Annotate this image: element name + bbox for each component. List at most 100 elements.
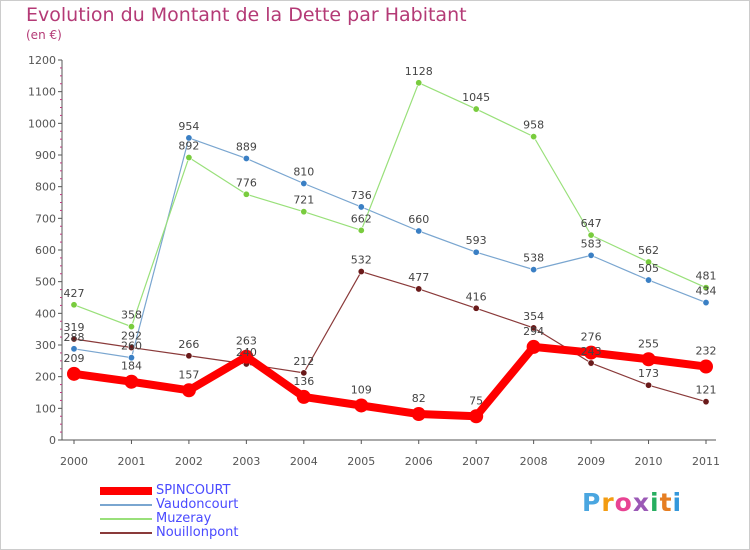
data-point-vaudoncourt (357, 203, 365, 211)
data-point-nouillonpont (472, 304, 480, 312)
y-tick-label: 800 (35, 181, 56, 194)
y-tick-label: 1100 (28, 86, 56, 99)
data-label: 647 (581, 217, 602, 230)
data-point-muzeray (242, 190, 250, 198)
data-label: 212 (293, 355, 314, 368)
y-tick-label: 900 (35, 149, 56, 162)
data-label: 505 (638, 262, 659, 275)
data-point-muzeray (645, 258, 653, 266)
logo-letter: o (614, 488, 633, 517)
data-label: 662 (351, 212, 372, 225)
data-label: 427 (64, 287, 85, 300)
data-label: 243 (581, 345, 602, 358)
y-tick-label: 0 (49, 434, 56, 447)
data-label: 481 (696, 270, 717, 283)
data-point-muzeray (587, 231, 595, 239)
x-tick-label: 2007 (462, 455, 490, 468)
data-point-vaudoncourt (587, 251, 595, 259)
data-label: 263 (236, 335, 257, 348)
data-label: 810 (293, 166, 314, 179)
data-label: 260 (121, 340, 142, 353)
data-point-vaudoncourt (472, 248, 480, 256)
data-point-muzeray (70, 301, 78, 309)
data-point-nouillonpont (530, 324, 538, 332)
data-point-vaudoncourt (242, 154, 250, 162)
legend-label: Muzeray (156, 511, 212, 526)
y-tick-label: 200 (35, 371, 56, 384)
data-label: 434 (696, 285, 717, 298)
data-point-vaudoncourt (300, 180, 308, 188)
x-tick-label: 2009 (577, 455, 605, 468)
data-point-nouillonpont (415, 285, 423, 293)
logo-letter: i (650, 488, 660, 517)
series-line-muzeray (73, 82, 707, 328)
data-label: 538 (523, 252, 544, 265)
data-point-muzeray (127, 323, 135, 331)
data-point-muzeray (530, 133, 538, 141)
data-label: 1128 (405, 65, 433, 78)
data-point-spincourt (124, 374, 139, 389)
data-label: 288 (64, 331, 85, 344)
data-point-spincourt (526, 339, 541, 354)
y-tick-label: 600 (35, 244, 56, 257)
data-point-spincourt (181, 383, 196, 398)
data-label: 173 (638, 367, 659, 380)
data-point-spincourt (641, 352, 656, 367)
legend-swatch (100, 504, 152, 506)
x-tick-label: 2011 (692, 455, 720, 468)
data-point-spincourt (469, 409, 484, 424)
data-point-vaudoncourt (127, 354, 135, 362)
data-point-muzeray (185, 154, 193, 162)
x-tick-label: 2010 (635, 455, 663, 468)
y-tick-label: 1200 (28, 54, 56, 67)
data-label: 354 (523, 310, 544, 323)
x-tick-label: 2008 (520, 455, 548, 468)
logo-letter: i (672, 488, 683, 517)
data-label: 358 (121, 309, 142, 322)
data-point-nouillonpont (587, 359, 595, 367)
data-point-muzeray (472, 105, 480, 113)
series-line-nouillonpont (73, 270, 707, 403)
legend-swatch (100, 532, 152, 534)
data-point-spincourt (411, 407, 426, 422)
data-point-spincourt (67, 366, 81, 381)
data-label: 532 (351, 254, 372, 267)
logo-letter: r (601, 488, 615, 517)
x-tick-label: 2001 (117, 455, 145, 468)
data-label: 184 (121, 360, 142, 373)
data-label: 892 (178, 140, 199, 153)
data-label: 276 (581, 331, 602, 344)
data-label: 82 (412, 392, 426, 405)
data-point-spincourt (584, 345, 599, 360)
data-point-nouillonpont (127, 344, 135, 352)
data-label: 294 (523, 325, 544, 338)
legend-label: Nouillonpont (156, 525, 239, 540)
data-label: 255 (638, 337, 659, 350)
data-label: 889 (236, 140, 257, 153)
data-label: 958 (523, 119, 544, 132)
data-point-vaudoncourt (530, 266, 538, 274)
logo-letter: t (659, 488, 673, 517)
data-label: 157 (178, 368, 199, 381)
y-tick-label: 100 (35, 402, 56, 415)
data-point-muzeray (300, 208, 308, 216)
data-label: 75 (469, 394, 483, 407)
y-tick-label: 400 (35, 307, 56, 320)
data-point-nouillonpont (645, 381, 653, 389)
legend-swatch (100, 518, 152, 520)
data-point-vaudoncourt (415, 227, 423, 235)
data-point-nouillonpont (70, 335, 78, 343)
data-label: 232 (696, 345, 717, 358)
data-label: 240 (236, 346, 257, 359)
data-label: 292 (121, 330, 142, 343)
x-tick-label: 2003 (232, 455, 260, 468)
x-tick-label: 2004 (290, 455, 318, 468)
data-label: 266 (178, 338, 199, 351)
data-point-spincourt (699, 359, 713, 374)
data-label: 736 (351, 189, 372, 202)
legend-swatch (100, 487, 152, 495)
series-line-spincourt (70, 342, 710, 421)
proxiti-logo: Proxiti (582, 488, 682, 517)
data-point-vaudoncourt (645, 276, 653, 284)
x-tick-label: 2006 (405, 455, 433, 468)
